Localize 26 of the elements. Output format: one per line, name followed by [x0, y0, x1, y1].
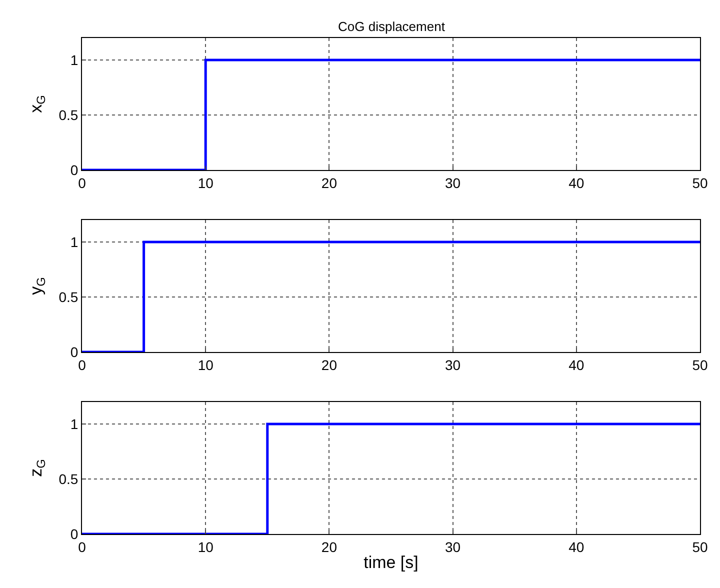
- x-tick-label: 40: [568, 538, 584, 555]
- x-tick-label: 40: [568, 174, 584, 191]
- x-tick-label: 50: [692, 174, 708, 191]
- x-axis-title: time [s]: [364, 553, 418, 572]
- x-tick-label: 10: [198, 538, 214, 555]
- x-tick-label: 50: [692, 538, 708, 555]
- y-tick-label: 0: [70, 162, 78, 178]
- y-tick-label: 1: [70, 52, 78, 68]
- y-tick-label: 1: [70, 234, 78, 250]
- x-tick-label: 10: [198, 174, 214, 191]
- x-tick-label: 30: [445, 356, 461, 373]
- x-tick-label: 40: [568, 356, 584, 373]
- chart-title: CoG displacement: [338, 19, 446, 34]
- x-tick-label: 30: [445, 174, 461, 191]
- y-tick-label: 1: [70, 416, 78, 432]
- y-tick-label: 0: [70, 344, 78, 360]
- x-tick-label: 50: [692, 356, 708, 373]
- y-tick-label: 0.5: [58, 288, 78, 305]
- y-tick-label: 0: [70, 526, 78, 542]
- x-tick-label: 20: [321, 538, 338, 555]
- x-tick-label: 10: [198, 356, 214, 373]
- x-tick-label: 30: [445, 538, 461, 555]
- y-tick-label: 0.5: [58, 106, 78, 123]
- y-tick-label: 0.5: [58, 470, 78, 487]
- x-tick-label: 20: [321, 356, 338, 373]
- x-tick-label: 20: [321, 174, 338, 191]
